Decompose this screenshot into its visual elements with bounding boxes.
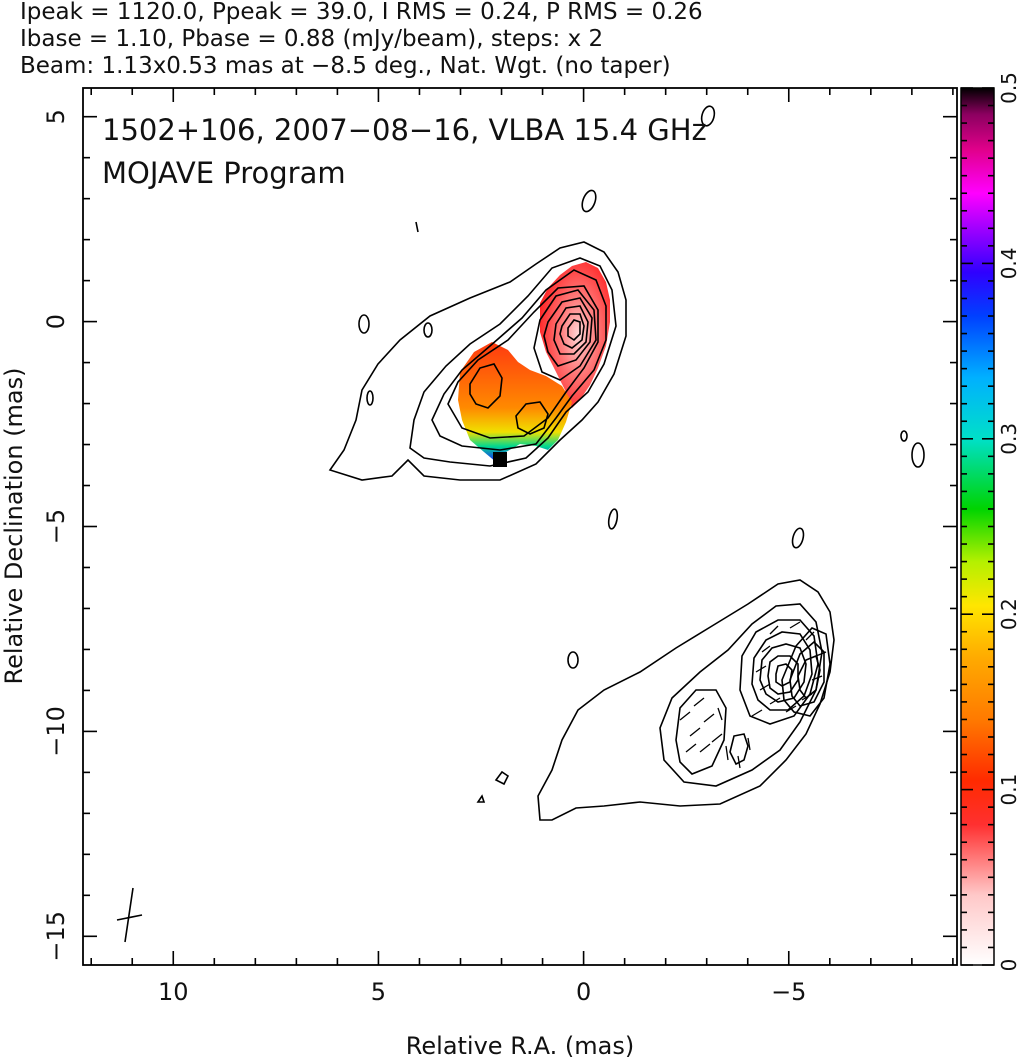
program-annotation: MOJAVE Program <box>102 156 346 190</box>
upper-source-contours <box>328 105 925 549</box>
x-tick-label: 5 <box>371 978 386 1006</box>
colorbar-tick-label: 0.4 <box>997 247 1021 279</box>
x-tick-label: 10 <box>158 978 189 1006</box>
pol-jet-patch <box>458 342 572 462</box>
plot-frame <box>82 87 958 966</box>
header-base-line: Ibase = 1.10, Pbase = 0.88 (mJy/beam), s… <box>20 26 603 52</box>
x-axis: 10 5 0 −5 <box>90 88 954 1006</box>
source-annotation: 1502+106, 2007−08−16, VLBA 15.4 GHz <box>102 113 707 147</box>
header-stats-line: Ipeak = 1120.0, Ppeak = 39.0, I RMS = 0.… <box>20 0 703 25</box>
colorbar-tick-label: 0 <box>997 959 1021 972</box>
x-axis-label: Relative R.A. (mas) <box>406 1032 634 1060</box>
header-beam-line: Beam: 1.13x0.53 mas at −8.5 deg., Nat. W… <box>20 53 671 79</box>
beam-marker <box>116 887 143 943</box>
y-tick-label: 5 <box>42 109 70 124</box>
colorbar-tick-label: 0.2 <box>997 598 1021 630</box>
y-axis: 5 0 −5 −10 −15 <box>42 109 957 962</box>
y-tick-label: −15 <box>42 911 70 962</box>
y-tick-label: −5 <box>42 509 70 544</box>
lower-source-contours <box>476 579 835 821</box>
y-tick-label: 0 <box>42 314 70 329</box>
colorbar-tick-label: 0.3 <box>997 423 1021 455</box>
y-tick-label: −10 <box>42 706 70 757</box>
x-tick-label: −5 <box>771 978 806 1006</box>
plot-content <box>116 105 925 943</box>
colorbar-tick-label: 0.1 <box>997 774 1021 806</box>
x-tick-label: 0 <box>576 978 591 1006</box>
y-axis-label: Relative Declination (mas) <box>0 367 28 684</box>
evpa-vectors <box>679 621 827 769</box>
colorbar-axis: 0 0.1 0.2 0.3 0.4 0.5 <box>961 72 1021 971</box>
colorbar-tick-label: 0.5 <box>997 72 1021 104</box>
